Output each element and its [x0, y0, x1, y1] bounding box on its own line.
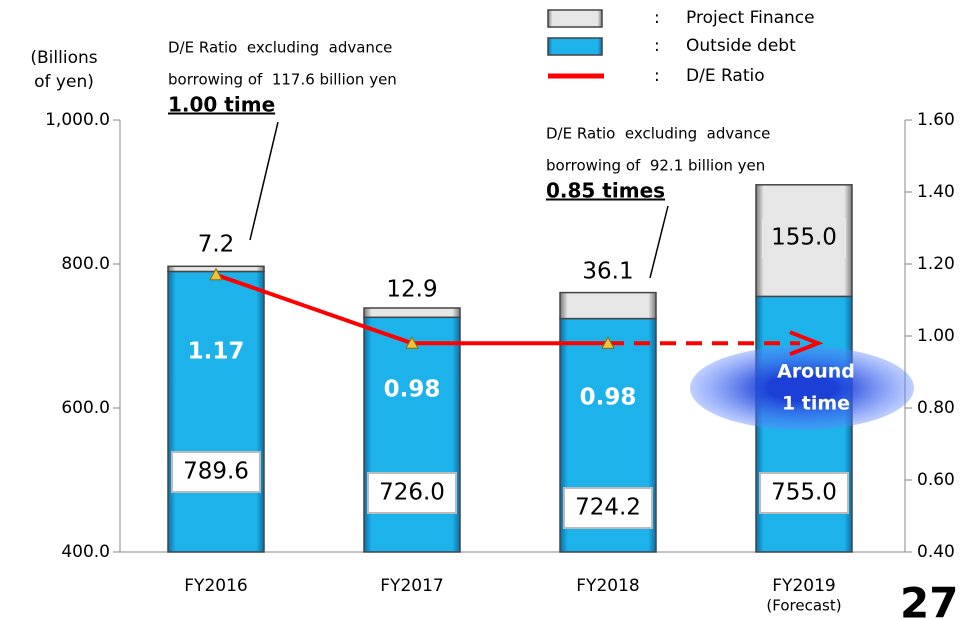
- value-label: 724.2: [575, 495, 641, 521]
- legend-label: Outside debt: [686, 36, 796, 56]
- value-box: [367, 472, 457, 514]
- x-tick-label: FY2019: [772, 576, 835, 596]
- value-box: [762, 218, 846, 258]
- x-tick-label: FY2017: [380, 576, 443, 596]
- ratio-label: 0.98: [580, 385, 637, 411]
- ratio-label: 0.98: [384, 377, 441, 403]
- annotation-highlight: 0.85 times: [546, 179, 665, 203]
- value-box: [171, 451, 261, 493]
- ratio-label: 1.17: [188, 339, 245, 365]
- legend-swatch: [547, 37, 603, 56]
- marker: [209, 267, 223, 281]
- forecast-label: 1 time: [782, 393, 850, 415]
- legend-separator: :: [654, 36, 660, 56]
- y-tick-label: 600.0: [61, 398, 110, 418]
- value-box: [759, 472, 849, 514]
- y2-tick-label: 1.40: [917, 182, 955, 202]
- value-label: 36.1: [582, 259, 633, 285]
- y-tick-label: 800.0: [61, 254, 110, 274]
- page-number: 27: [900, 579, 958, 620]
- legend-separator: :: [654, 66, 660, 86]
- y2-tick-label: 0.40: [917, 542, 955, 562]
- forecast-label: Around: [777, 361, 855, 383]
- annotation: borrowing of 92.1 billion yen: [546, 157, 765, 175]
- value-label: 789.6: [183, 459, 249, 485]
- annotation: D/E Ratio excluding advance: [546, 125, 770, 143]
- bar-project-finance: [559, 291, 657, 320]
- legend-label: D/E Ratio: [686, 66, 765, 86]
- value-box: [563, 487, 653, 529]
- y2-tick-label: 1.60: [917, 110, 955, 130]
- callout-line: [649, 205, 669, 279]
- y-axis-label: (Billions: [30, 48, 97, 68]
- x-tick-label: FY2016: [184, 576, 247, 596]
- value-label: 755.0: [771, 480, 837, 506]
- legend-separator: :: [654, 8, 660, 28]
- marker: [405, 336, 419, 349]
- value-label: 12.9: [386, 277, 437, 303]
- forecast-highlight: [690, 346, 914, 430]
- y2-tick-label: 0.60: [917, 470, 955, 490]
- callout-line: [249, 121, 279, 241]
- y-tick-label: 400.0: [61, 542, 110, 562]
- annotation: D/E Ratio excluding advance: [168, 39, 392, 57]
- value-label: 7.2: [198, 232, 235, 258]
- y-tick-label: 1,000.0: [45, 110, 110, 130]
- x-tick-label: FY2018: [576, 576, 639, 596]
- bar-outside-debt: [167, 270, 265, 553]
- y2-tick-label: 1.00: [917, 326, 955, 346]
- marker: [601, 336, 615, 349]
- x-tick-note: (Forecast): [766, 597, 841, 615]
- bar-outside-debt: [363, 316, 461, 553]
- arrow-head: [789, 330, 824, 357]
- bar-project-finance: [363, 307, 461, 319]
- annotation-highlight: 1.00 time: [168, 93, 275, 117]
- y2-tick-label: 1.20: [917, 254, 955, 274]
- annotation: borrowing of 117.6 billion yen: [168, 71, 397, 89]
- value-label: 726.0: [379, 480, 445, 506]
- y2-tick-label: 0.80: [917, 398, 955, 418]
- legend-swatch: [547, 9, 603, 28]
- y-axis-label: of yen): [34, 72, 94, 92]
- value-label: 155.0: [771, 225, 837, 251]
- legend-label: Project Finance: [686, 8, 815, 28]
